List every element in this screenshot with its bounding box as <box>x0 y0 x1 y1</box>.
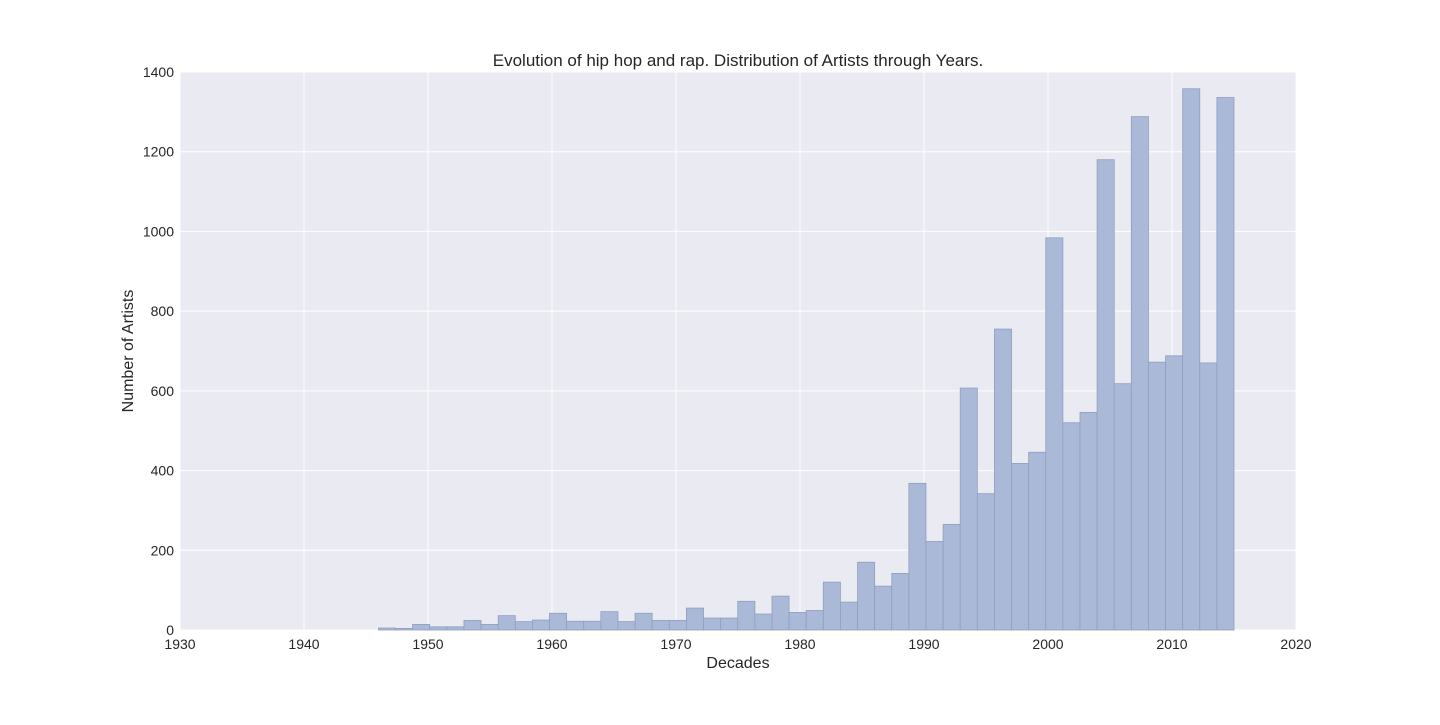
histogram-bar <box>480 624 499 631</box>
histogram-bar <box>874 585 893 631</box>
y-tick-label: 200 <box>151 542 175 558</box>
histogram-bar <box>737 600 756 631</box>
bars <box>377 88 1235 631</box>
histogram-bar <box>1216 97 1235 631</box>
histogram-bar <box>771 595 790 631</box>
y-tick-label: 1000 <box>143 223 174 239</box>
histogram-bar <box>1148 361 1166 631</box>
x-tick-label: 1970 <box>660 636 691 652</box>
histogram-bar <box>497 615 516 631</box>
histogram-bar <box>1028 451 1047 631</box>
histogram-bar <box>549 612 568 631</box>
histogram-bar <box>463 620 482 631</box>
histogram-bar <box>395 628 414 631</box>
x-tick-label: 2010 <box>1156 636 1187 652</box>
histogram-bar <box>446 626 465 631</box>
histogram-bar <box>1130 116 1149 631</box>
histogram-bar <box>788 612 807 631</box>
histogram-bar <box>686 607 704 631</box>
histogram-bar <box>976 493 995 631</box>
y-tick-label: 1200 <box>143 144 174 160</box>
histogram-bar <box>1062 422 1081 631</box>
x-tick-label: 1980 <box>784 636 815 652</box>
histogram-bar <box>857 561 876 631</box>
histogram-bar <box>1199 362 1218 631</box>
histogram-bar <box>514 621 533 631</box>
histogram-bar <box>1096 159 1115 631</box>
x-tick-label: 1950 <box>412 636 443 652</box>
y-tick-label: 800 <box>151 303 175 319</box>
tick-labels: 1930 1940 1950 1960 1970 1980 1990 2000 2010 2020… <box>143 64 1312 652</box>
histogram-bar <box>805 610 824 631</box>
histogram-bar <box>908 482 927 631</box>
chart-title: Evolution of hip hop and rap. Distributi… <box>493 51 983 70</box>
histogram-bar <box>1079 411 1098 631</box>
histogram-bar <box>600 611 619 631</box>
histogram-bar <box>532 619 550 631</box>
histogram-bar <box>429 626 448 631</box>
histogram-bar <box>959 387 978 631</box>
histogram-bar <box>925 541 944 631</box>
x-tick-label: 1940 <box>288 636 319 652</box>
histogram-bar <box>1165 355 1184 631</box>
histogram-bar <box>720 617 739 631</box>
histogram-bar <box>1045 237 1064 631</box>
histogram-bar <box>377 627 396 631</box>
histogram-bar <box>891 573 910 631</box>
y-tick-label: 400 <box>151 463 175 479</box>
histogram-bar <box>840 601 858 631</box>
histogram-bar <box>942 523 961 631</box>
histogram-bar <box>994 328 1012 631</box>
histogram-bar <box>1182 88 1201 631</box>
histogram-bar <box>634 612 653 631</box>
histogram-bar <box>583 620 602 631</box>
histogram-bar <box>1011 462 1030 631</box>
y-axis-label: Number of Artists <box>120 290 137 413</box>
y-tick-label: 0 <box>166 622 174 638</box>
histogram-bar <box>617 621 636 631</box>
x-axis-label: Decades <box>706 655 769 672</box>
histogram-bar <box>566 620 585 631</box>
y-tick-label: 1400 <box>143 64 174 80</box>
x-tick-label: 1960 <box>536 636 567 652</box>
histogram-bar <box>822 581 841 631</box>
histogram-bar <box>703 617 722 631</box>
x-tick-label: 1990 <box>908 636 939 652</box>
histogram-bar <box>668 620 687 631</box>
histogram-bar <box>754 613 773 631</box>
x-tick-label: 2020 <box>1280 636 1311 652</box>
x-tick-label: 2000 <box>1032 636 1063 652</box>
histogram-bar <box>412 624 431 631</box>
histogram-bar <box>1113 383 1132 631</box>
y-tick-label: 600 <box>151 383 175 399</box>
x-tick-label: 1930 <box>164 636 195 652</box>
histogram-bar <box>651 620 670 631</box>
